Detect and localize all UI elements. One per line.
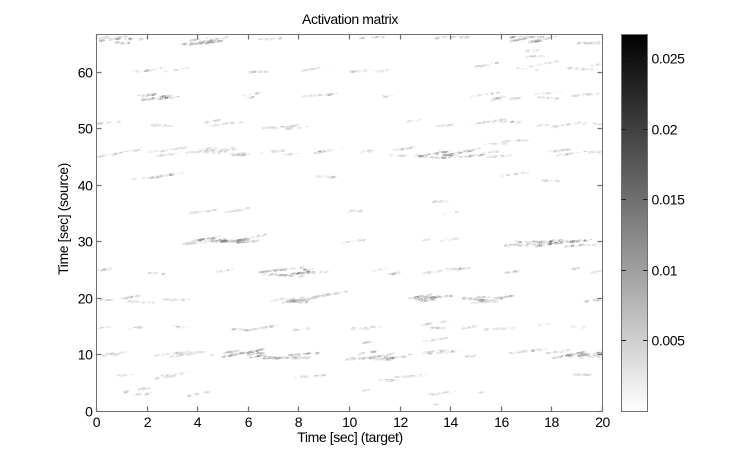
svg-text:0.025: 0.025 xyxy=(652,51,686,67)
svg-text:60: 60 xyxy=(78,65,93,81)
svg-text:0: 0 xyxy=(85,404,93,420)
svg-text:12: 12 xyxy=(393,414,408,430)
svg-text:50: 50 xyxy=(78,121,93,137)
svg-text:20: 20 xyxy=(595,414,610,430)
svg-text:2: 2 xyxy=(144,414,152,430)
svg-text:0.005: 0.005 xyxy=(652,333,686,349)
svg-text:Activation matrix: Activation matrix xyxy=(302,11,398,27)
svg-text:0.015: 0.015 xyxy=(652,192,686,208)
svg-text:6: 6 xyxy=(245,414,253,430)
svg-text:30: 30 xyxy=(78,234,93,250)
svg-text:0: 0 xyxy=(93,414,101,430)
svg-text:10: 10 xyxy=(342,414,357,430)
svg-text:40: 40 xyxy=(78,178,93,194)
svg-text:Time [sec] (target): Time [sec] (target) xyxy=(297,429,402,445)
svg-text:Time [sec] (source): Time [sec] (source) xyxy=(55,163,71,275)
svg-text:14: 14 xyxy=(443,414,458,430)
svg-text:20: 20 xyxy=(78,291,93,307)
svg-text:4: 4 xyxy=(194,414,202,430)
svg-text:0.02: 0.02 xyxy=(652,122,678,138)
svg-text:10: 10 xyxy=(78,347,93,363)
svg-text:0.01: 0.01 xyxy=(652,263,678,279)
svg-text:8: 8 xyxy=(295,414,303,430)
svg-text:16: 16 xyxy=(494,414,509,430)
svg-text:18: 18 xyxy=(544,414,559,430)
